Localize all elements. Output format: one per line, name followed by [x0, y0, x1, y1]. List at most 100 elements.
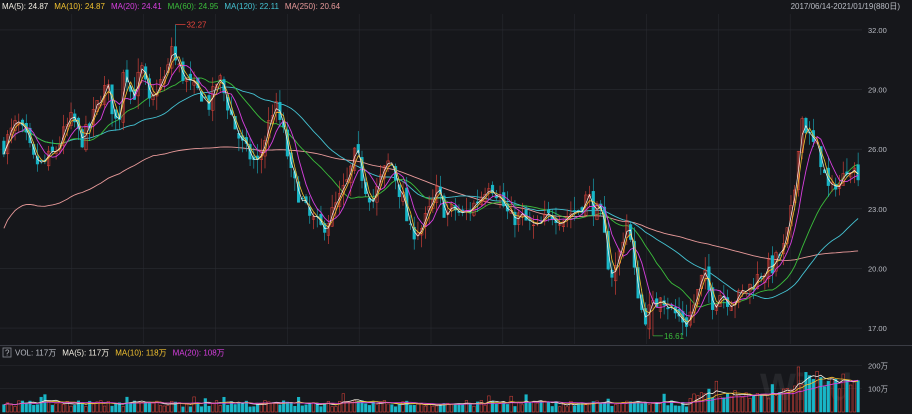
- candle-body: [349, 165, 353, 184]
- candle[interactable]: [718, 289, 722, 307]
- volume-bar: [6, 402, 10, 413]
- volume-bar: [692, 393, 696, 413]
- candle[interactable]: [151, 84, 155, 106]
- candle-body: [513, 211, 517, 226]
- volume-bar: [304, 404, 308, 413]
- candle[interactable]: [629, 222, 633, 243]
- candle[interactable]: [744, 292, 748, 297]
- volume-bar: [808, 375, 812, 413]
- candle[interactable]: [114, 109, 118, 131]
- candle[interactable]: [573, 196, 577, 221]
- candle[interactable]: [591, 178, 595, 227]
- candle[interactable]: [192, 71, 196, 94]
- candle-body: [214, 84, 219, 88]
- candle[interactable]: [767, 252, 771, 288]
- volume-bar: [520, 404, 524, 413]
- volume-bar: [54, 403, 58, 413]
- candle[interactable]: [125, 60, 129, 92]
- price-tick-label: 29.00: [868, 86, 887, 95]
- candle-body: [211, 86, 215, 111]
- volume-bar: [662, 393, 666, 413]
- volume-tick-label: 100万: [868, 385, 889, 394]
- volume-help-button[interactable]: ?: [2, 347, 12, 358]
- candle[interactable]: [505, 191, 510, 220]
- candle[interactable]: [714, 303, 718, 315]
- candle[interactable]: [181, 57, 185, 84]
- volume-bar: [394, 406, 398, 413]
- candle-body: [774, 252, 778, 272]
- volume-bar: [9, 404, 13, 413]
- candle[interactable]: [6, 130, 10, 165]
- candle-body: [781, 243, 786, 255]
- candle-body: [9, 127, 13, 135]
- volume-bar: [468, 404, 472, 413]
- volume-bar: [248, 406, 252, 413]
- candle[interactable]: [356, 131, 360, 157]
- candle[interactable]: [666, 297, 670, 320]
- candle[interactable]: [304, 194, 308, 205]
- candle[interactable]: [252, 147, 256, 169]
- candle[interactable]: [91, 97, 95, 137]
- volume-bar: [364, 403, 368, 413]
- volume-bar: [435, 405, 439, 413]
- volume-bar: [282, 400, 286, 413]
- volume-bar: [841, 373, 845, 413]
- candle[interactable]: [614, 252, 618, 295]
- candle[interactable]: [386, 153, 390, 172]
- candle[interactable]: [270, 104, 275, 125]
- candle[interactable]: [293, 167, 297, 191]
- volume-bar: [371, 401, 375, 413]
- candle[interactable]: [17, 113, 21, 132]
- candle[interactable]: [222, 76, 226, 102]
- candle[interactable]: [226, 93, 230, 120]
- volume-bar: [132, 400, 136, 413]
- candle-body: [505, 203, 510, 212]
- volume-bar: [595, 400, 599, 413]
- volume-bar: [244, 400, 248, 413]
- candle[interactable]: [311, 212, 316, 230]
- candle[interactable]: [834, 177, 838, 197]
- volume-bar: [849, 384, 853, 413]
- volume-bar: [539, 400, 543, 413]
- volume-legend-vol_ma20: MA(20): 108万: [173, 349, 225, 358]
- candle[interactable]: [352, 146, 357, 175]
- candle[interactable]: [326, 214, 330, 244]
- moving-average-lines: [3, 77, 859, 308]
- candle[interactable]: [121, 69, 125, 131]
- candle[interactable]: [84, 115, 88, 152]
- volume-bar: [43, 394, 47, 413]
- candle[interactable]: [449, 201, 454, 217]
- candle[interactable]: [401, 181, 405, 206]
- volume-bar: [367, 405, 372, 413]
- candle[interactable]: [770, 246, 774, 284]
- candle[interactable]: [69, 102, 73, 130]
- volume-bar: [293, 405, 297, 413]
- candle[interactable]: [349, 164, 353, 197]
- candle[interactable]: [774, 250, 778, 277]
- candle[interactable]: [58, 136, 62, 155]
- candle[interactable]: [214, 83, 219, 91]
- candle[interactable]: [405, 176, 409, 222]
- candle[interactable]: [345, 167, 349, 185]
- price-gridlines: [0, 14, 862, 344]
- volume-moving-averages: [3, 374, 859, 406]
- candle[interactable]: [546, 201, 551, 222]
- volume-bar: [550, 406, 554, 413]
- candle[interactable]: [830, 175, 834, 192]
- candle[interactable]: [420, 224, 424, 248]
- candle[interactable]: [737, 288, 741, 309]
- volume-bar: [845, 380, 849, 413]
- candle[interactable]: [211, 77, 215, 122]
- candle[interactable]: [647, 292, 651, 339]
- candle[interactable]: [561, 219, 565, 232]
- candle[interactable]: [513, 200, 517, 238]
- volume-bar: [382, 400, 386, 413]
- candle[interactable]: [166, 58, 170, 76]
- volume-bar: [673, 405, 677, 413]
- candle[interactable]: [490, 181, 495, 198]
- volume-bar: [203, 398, 207, 413]
- volume-bar: [20, 400, 25, 413]
- volume-bar: [91, 403, 95, 413]
- volume-bars[interactable]: [2, 366, 860, 413]
